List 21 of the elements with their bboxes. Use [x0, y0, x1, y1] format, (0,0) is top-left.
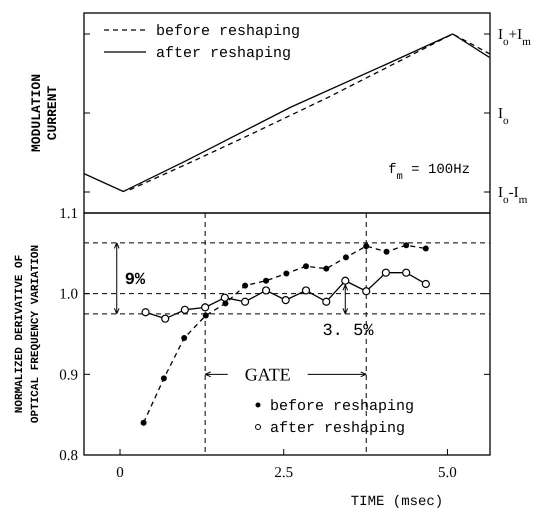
legend-label: after reshaping	[156, 45, 292, 62]
text: I$_{o}$-I$_{m}$	[498, 185, 528, 206]
legend-label: after reshaping	[270, 420, 406, 437]
x-tick-label: 2.5	[274, 465, 294, 481]
y-tick-label: 0.9	[59, 367, 78, 384]
text: I$_{o}$+I$_{m}$	[498, 27, 532, 48]
text: I$_{o}$	[498, 106, 509, 127]
legend-label: before reshaping	[270, 398, 414, 415]
annotation: GATE	[244, 364, 291, 384]
y-tick-label: 1.0	[59, 286, 78, 303]
x-tick-label: 5.0	[438, 465, 457, 481]
y-tick-label: 0.8	[59, 448, 78, 464]
x-axis-title: TIME (msec)	[350, 494, 444, 508]
annotation: 3. 5%	[322, 322, 374, 341]
annotation: f$_{m}$ = 100Hz	[388, 162, 470, 183]
x-tick-label: 0	[116, 465, 124, 481]
y-tick-label: 1.1	[59, 206, 78, 222]
legend-label: before reshaping	[156, 23, 300, 40]
y-axis-title: MODULATION CURRENT	[29, 74, 60, 152]
annotation: 9%	[124, 271, 146, 290]
y-axis-title: NORMALIZED DERIVATIVE OF OPTICAL FREQUENCY VARIATION	[14, 244, 42, 424]
